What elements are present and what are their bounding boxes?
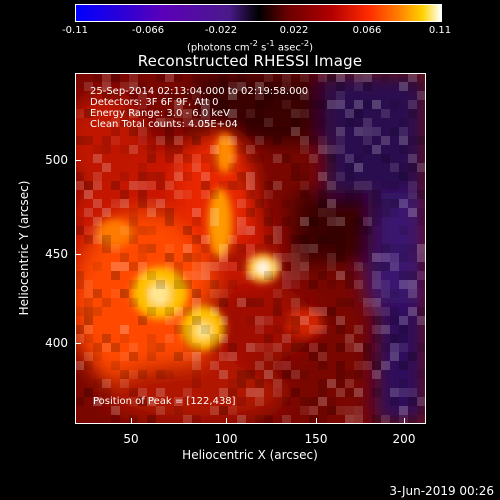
detectors-text: Detectors: 3F 6F 9F, Att 0 [90,97,219,108]
plot-timestamp: 3-Jun-2019 00:26 [389,484,494,498]
observation-info: 25-Sep-2014 02:13:04.000 to 02:19:58.000… [90,86,308,130]
heatmap-image [75,73,426,424]
colorbar-unit-label: (photons cm-2 s-1 asec-2) [186,38,314,54]
y-axis-label: Heliocentric Y (arcsec) [17,180,31,316]
x-tick-label: 150 [304,432,328,446]
image-plot-area [75,73,426,424]
x-tick-label: 200 [392,432,416,446]
clean-counts-text: Clean Total counts: 4.05E+04 [90,119,238,130]
colorbar-tick: 0.066 [352,25,382,36]
y-tick-label: 400 [45,336,68,350]
colorbar-tick: 0.022 [279,25,309,36]
energy-range-text: Energy Range: 3.0 - 6.0 keV [90,108,230,119]
colorbar-tick: -0.022 [204,25,238,36]
x-tick-mark [316,418,317,424]
x-tick-mark [131,418,132,424]
x-tick-label: 50 [123,432,139,446]
colorbar-tick: 0.11 [428,25,452,36]
y-tick-mark [75,254,81,255]
colorbar-tick: -0.11 [62,25,88,36]
x-tick-mark [226,418,227,424]
x-axis-label: Heliocentric X (arcsec) [182,448,318,462]
colorbar [75,4,442,22]
y-tick-label: 500 [45,153,68,167]
x-tick-label: 100 [214,432,238,446]
y-tick-label: 450 [45,247,68,261]
plot-title: Reconstructed RHESSI Image [137,52,363,70]
y-tick-mark [75,343,81,344]
peak-position-text: Position of Peak = [122,438] [93,396,236,407]
x-tick-mark [404,418,405,424]
time-range-text: 25-Sep-2014 02:13:04.000 to 02:19:58.000 [90,86,309,97]
y-tick-mark [75,160,81,161]
colorbar-tick: -0.066 [131,25,165,36]
